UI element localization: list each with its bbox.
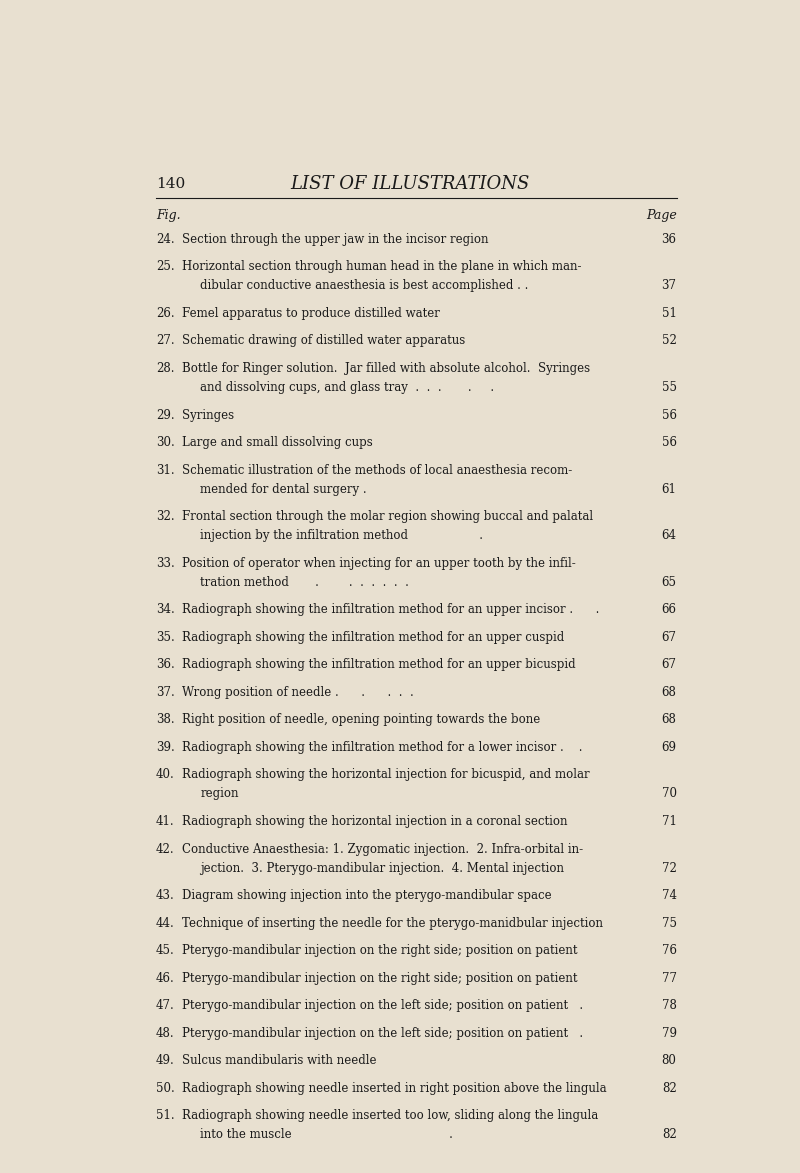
Text: 51: 51 [662, 307, 677, 320]
Text: 68: 68 [662, 686, 677, 699]
Text: 47.: 47. [156, 999, 174, 1012]
Text: 72: 72 [662, 861, 677, 875]
Text: 39.: 39. [156, 741, 174, 754]
Text: Sulcus mandibularis with needle: Sulcus mandibularis with needle [182, 1055, 377, 1067]
Text: 69: 69 [662, 741, 677, 754]
Text: Pterygo-mandibular injection on the left side; position on patient   .: Pterygo-mandibular injection on the left… [182, 999, 583, 1012]
Text: 33.: 33. [156, 557, 174, 570]
Text: 27.: 27. [156, 334, 174, 347]
Text: Diagram showing injection into the pterygo-mandibular space: Diagram showing injection into the ptery… [182, 889, 552, 902]
Text: Pterygo-mandibular injection on the right side; position on patient: Pterygo-mandibular injection on the righ… [182, 971, 578, 984]
Text: 67: 67 [662, 658, 677, 671]
Text: 78: 78 [662, 999, 677, 1012]
Text: Femel apparatus to produce distilled water: Femel apparatus to produce distilled wat… [182, 307, 440, 320]
Text: 55: 55 [662, 381, 677, 394]
Text: 56: 56 [662, 408, 677, 421]
Text: 37: 37 [662, 279, 677, 292]
Text: 35.: 35. [156, 631, 174, 644]
Text: 24.: 24. [156, 233, 174, 246]
Text: 68: 68 [662, 713, 677, 726]
Text: 64: 64 [662, 529, 677, 542]
Text: 31.: 31. [156, 463, 174, 476]
Text: 70: 70 [662, 787, 677, 800]
Text: injection by the infiltration method                   .: injection by the infiltration method . [201, 529, 483, 542]
Text: 37.: 37. [156, 686, 174, 699]
Text: Radiograph showing the horizontal injection in a coronal section: Radiograph showing the horizontal inject… [182, 815, 568, 828]
Text: Horizontal section through human head in the plane in which man-: Horizontal section through human head in… [182, 260, 582, 273]
Text: 75: 75 [662, 916, 677, 930]
Text: 25.: 25. [156, 260, 174, 273]
Text: Syringes: Syringes [182, 408, 234, 421]
Text: Pterygo-mandibular injection on the right side; position on patient: Pterygo-mandibular injection on the righ… [182, 944, 578, 957]
Text: Radiograph showing needle inserted too low, sliding along the lingula: Radiograph showing needle inserted too l… [182, 1110, 598, 1123]
Text: 140: 140 [156, 177, 185, 191]
Text: Section through the upper jaw in the incisor region: Section through the upper jaw in the inc… [182, 233, 489, 246]
Text: 71: 71 [662, 815, 677, 828]
Text: 82: 82 [662, 1128, 677, 1141]
Text: Radiograph showing the infiltration method for a lower incisor .    .: Radiograph showing the infiltration meth… [182, 741, 583, 754]
Text: Radiograph showing the infiltration method for an upper cuspid: Radiograph showing the infiltration meth… [182, 631, 565, 644]
Text: into the muscle                                          .: into the muscle . [201, 1128, 454, 1141]
Text: 29.: 29. [156, 408, 174, 421]
Text: 44.: 44. [156, 916, 174, 930]
Text: Frontal section through the molar region showing buccal and palatal: Frontal section through the molar region… [182, 510, 594, 523]
Text: 42.: 42. [156, 842, 174, 855]
Text: 32.: 32. [156, 510, 174, 523]
Text: 52: 52 [662, 334, 677, 347]
Text: 40.: 40. [156, 768, 174, 781]
Text: LIST OF ILLUSTRATIONS: LIST OF ILLUSTRATIONS [290, 175, 530, 194]
Text: and dissolving cups, and glass tray  .  .  .       .     .: and dissolving cups, and glass tray . . … [201, 381, 494, 394]
Text: Position of operator when injecting for an upper tooth by the infil-: Position of operator when injecting for … [182, 557, 576, 570]
Text: 36: 36 [662, 233, 677, 246]
Text: 74: 74 [662, 889, 677, 902]
Text: 51.: 51. [156, 1110, 174, 1123]
Text: 61: 61 [662, 482, 677, 496]
Text: Wrong position of needle .      .      .  .  .: Wrong position of needle . . . . . [182, 686, 414, 699]
Text: 46.: 46. [156, 971, 174, 984]
Text: Radiograph showing needle inserted in right position above the lingula: Radiograph showing needle inserted in ri… [182, 1082, 607, 1094]
Text: Schematic illustration of the methods of local anaesthesia recom-: Schematic illustration of the methods of… [182, 463, 573, 476]
Text: Schematic drawing of distilled water apparatus: Schematic drawing of distilled water app… [182, 334, 466, 347]
Text: Radiograph showing the infiltration method for an upper incisor .      .: Radiograph showing the infiltration meth… [182, 603, 600, 616]
Text: tration method       .        .  .  .  .  .  .: tration method . . . . . . . [201, 576, 410, 589]
Text: 79: 79 [662, 1026, 677, 1039]
Text: 50.: 50. [156, 1082, 174, 1094]
Text: 26.: 26. [156, 307, 174, 320]
Text: 48.: 48. [156, 1026, 174, 1039]
Text: Pterygo-mandibular injection on the left side; position on patient   .: Pterygo-mandibular injection on the left… [182, 1026, 583, 1039]
Text: 67: 67 [662, 631, 677, 644]
Text: 41.: 41. [156, 815, 174, 828]
Text: Radiograph showing the horizontal injection for bicuspid, and molar: Radiograph showing the horizontal inject… [182, 768, 590, 781]
Text: Radiograph showing the infiltration method for an upper bicuspid: Radiograph showing the infiltration meth… [182, 658, 576, 671]
Text: Page: Page [646, 209, 677, 222]
Text: Technique of inserting the needle for the pterygo-manidbular injection: Technique of inserting the needle for th… [182, 916, 603, 930]
Text: 28.: 28. [156, 362, 174, 375]
Text: jection.  3. Pterygo-mandibular injection.  4. Mental injection: jection. 3. Pterygo-mandibular injection… [201, 861, 565, 875]
Text: 76: 76 [662, 944, 677, 957]
Text: dibular conductive anaesthesia is best accomplished . .: dibular conductive anaesthesia is best a… [201, 279, 529, 292]
Text: 66: 66 [662, 603, 677, 616]
Text: 45.: 45. [156, 944, 174, 957]
Text: 56: 56 [662, 436, 677, 449]
Text: Bottle for Ringer solution.  Jar filled with absolute alcohol.  Syringes: Bottle for Ringer solution. Jar filled w… [182, 362, 590, 375]
Text: region: region [201, 787, 239, 800]
Text: 80: 80 [662, 1055, 677, 1067]
Text: 38.: 38. [156, 713, 174, 726]
Text: 49.: 49. [156, 1055, 174, 1067]
Text: 82: 82 [662, 1082, 677, 1094]
Text: 43.: 43. [156, 889, 174, 902]
Text: mended for dental surgery .: mended for dental surgery . [201, 482, 367, 496]
Text: Conductive Anaesthesia: 1. Zygomatic injection.  2. Infra-orbital in-: Conductive Anaesthesia: 1. Zygomatic inj… [182, 842, 583, 855]
Text: 30.: 30. [156, 436, 174, 449]
Text: 77: 77 [662, 971, 677, 984]
Text: Large and small dissolving cups: Large and small dissolving cups [182, 436, 374, 449]
Text: Right position of needle, opening pointing towards the bone: Right position of needle, opening pointi… [182, 713, 541, 726]
Text: 36.: 36. [156, 658, 174, 671]
Text: Fig.: Fig. [156, 209, 181, 222]
Text: 34.: 34. [156, 603, 174, 616]
Text: 65: 65 [662, 576, 677, 589]
